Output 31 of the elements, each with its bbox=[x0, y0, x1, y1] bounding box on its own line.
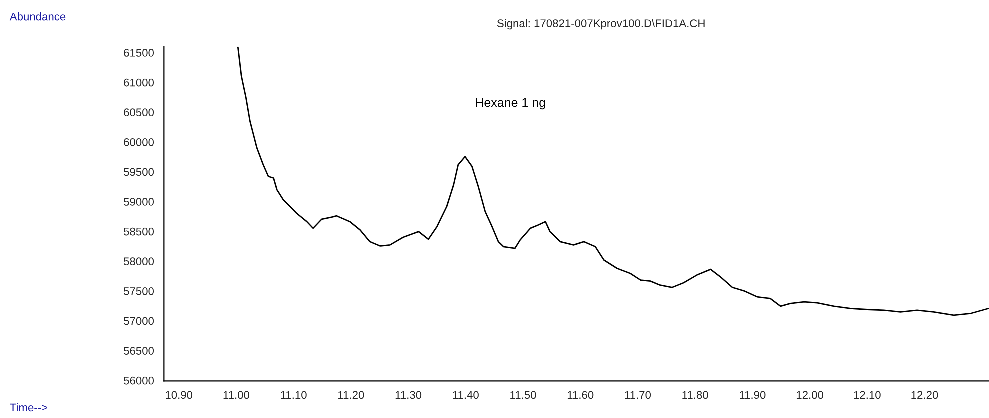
x-tick-label: 11.30 bbox=[396, 391, 422, 400]
y-tick-label: 61500 bbox=[124, 49, 154, 57]
y-tick-label: 60000 bbox=[124, 138, 154, 146]
line-series bbox=[237, 46, 989, 316]
x-tick-label: 12.20 bbox=[912, 391, 938, 400]
x-tick-label: 11.40 bbox=[453, 391, 479, 400]
y-tick-label: 56500 bbox=[124, 347, 154, 355]
x-tick-label: 11.60 bbox=[568, 391, 594, 400]
text: Abundance bbox=[10, 12, 66, 21]
x-tick-label: 11.90 bbox=[740, 391, 766, 400]
x-tick-label: 11.20 bbox=[338, 391, 364, 400]
y-tick-label: 57000 bbox=[124, 317, 154, 326]
y-tick-label: 59500 bbox=[124, 168, 154, 176]
y-tick-label: 58000 bbox=[124, 258, 154, 266]
x-tick-label: 11.00 bbox=[224, 391, 250, 400]
y-tick-label: 56000 bbox=[124, 376, 154, 385]
y-tick-label: 58500 bbox=[124, 228, 154, 236]
y-tick-label: 61000 bbox=[124, 78, 154, 87]
y-tick-label: 60500 bbox=[124, 108, 154, 117]
chart-title: Signal: 170821-007Kprov100.D\FID1A.CH bbox=[497, 19, 705, 30]
x-tick-label: 12.00 bbox=[796, 391, 824, 400]
x-tick-label: 12.10 bbox=[854, 391, 881, 400]
text: Time--> bbox=[10, 403, 48, 412]
x-tick-label: 11.70 bbox=[625, 391, 652, 400]
x-tick-label: 10.90 bbox=[166, 391, 193, 400]
y-tick-label: 57500 bbox=[124, 287, 154, 296]
x-tick-label: 11.80 bbox=[682, 391, 708, 400]
x-tick-label: 11.50 bbox=[510, 391, 536, 400]
annotation: Hexane 1 ng bbox=[476, 98, 546, 110]
y-tick-label: 59000 bbox=[124, 198, 154, 206]
x-tick-label: 11.10 bbox=[281, 391, 307, 400]
